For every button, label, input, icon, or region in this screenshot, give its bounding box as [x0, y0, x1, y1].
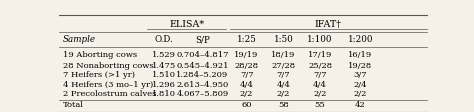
Text: 1:50: 1:50 — [273, 35, 293, 44]
Text: 1.475: 1.475 — [152, 61, 176, 69]
Text: ELISA*: ELISA* — [169, 19, 204, 28]
Text: 25/28: 25/28 — [308, 61, 332, 69]
Text: S/P: S/P — [195, 35, 210, 44]
Text: 7/7: 7/7 — [276, 71, 290, 79]
Text: 28 Nonaborting cows: 28 Nonaborting cows — [63, 61, 154, 69]
Text: 42: 42 — [355, 100, 366, 108]
Text: 1.296: 1.296 — [152, 80, 176, 88]
Text: 1.529: 1.529 — [152, 51, 176, 59]
Text: 2/2: 2/2 — [354, 90, 367, 98]
Text: 28/28: 28/28 — [235, 61, 259, 69]
Text: 55: 55 — [315, 100, 326, 108]
Text: 3/7: 3/7 — [354, 71, 367, 79]
Text: 4 Heifers (3 mo–1 yr): 4 Heifers (3 mo–1 yr) — [63, 80, 153, 88]
Text: Sample: Sample — [63, 35, 96, 44]
Text: 17/19: 17/19 — [308, 51, 332, 59]
Text: 19/19: 19/19 — [235, 51, 259, 59]
Text: O.D.: O.D. — [155, 35, 173, 44]
Text: 7/7: 7/7 — [240, 71, 254, 79]
Text: Total: Total — [63, 100, 84, 108]
Text: 60: 60 — [241, 100, 252, 108]
Text: 19/28: 19/28 — [348, 61, 373, 69]
Text: 7/7: 7/7 — [313, 71, 327, 79]
Text: 2/2: 2/2 — [277, 90, 290, 98]
Text: 2/2: 2/2 — [240, 90, 253, 98]
Text: 1:25: 1:25 — [237, 35, 256, 44]
Text: 0.704–4.817: 0.704–4.817 — [176, 51, 229, 59]
Text: 2 Precolostrum calves: 2 Precolostrum calves — [63, 90, 156, 98]
Text: 7 Heifers (>1 yr): 7 Heifers (>1 yr) — [63, 71, 135, 79]
Text: 18/19: 18/19 — [271, 51, 295, 59]
Text: 58: 58 — [278, 100, 289, 108]
Text: 4.067–5.809: 4.067–5.809 — [176, 90, 228, 98]
Text: 1:100: 1:100 — [307, 35, 333, 44]
Text: 0.545–4.921: 0.545–4.921 — [176, 61, 229, 69]
Text: 1:200: 1:200 — [348, 35, 373, 44]
Text: 4/4: 4/4 — [313, 80, 327, 88]
Text: 1.810: 1.810 — [152, 90, 176, 98]
Text: IFAT†: IFAT† — [315, 19, 342, 28]
Text: 2/4: 2/4 — [354, 80, 367, 88]
Text: 16/19: 16/19 — [348, 51, 373, 59]
Text: 2/2: 2/2 — [313, 90, 327, 98]
Text: 4/4: 4/4 — [276, 80, 290, 88]
Text: 27/28: 27/28 — [271, 61, 295, 69]
Text: 19 Aborting cows: 19 Aborting cows — [63, 51, 137, 59]
Text: 2.613–4.950: 2.613–4.950 — [176, 80, 228, 88]
Text: 1.284–5.209: 1.284–5.209 — [176, 71, 228, 79]
Text: 4/4: 4/4 — [240, 80, 254, 88]
Text: 1.510: 1.510 — [152, 71, 176, 79]
